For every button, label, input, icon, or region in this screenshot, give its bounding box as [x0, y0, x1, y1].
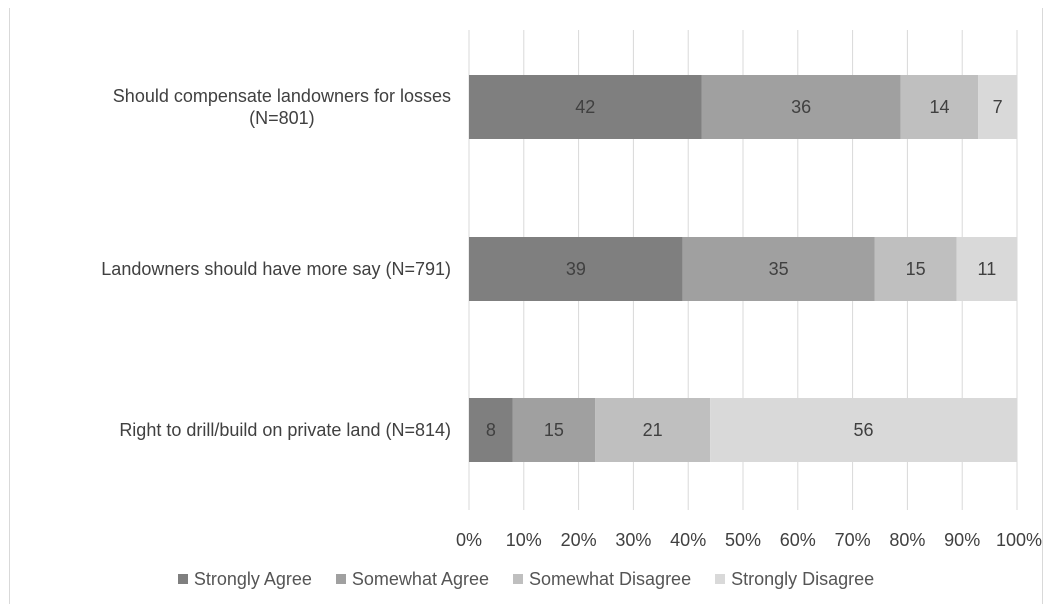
x-tick-label: 50%: [725, 530, 761, 550]
bars: [469, 75, 1017, 462]
category-label: Landowners should have more say (N=791): [101, 259, 451, 279]
data-label: 7: [993, 97, 1003, 117]
bar-segment: [469, 398, 513, 462]
legend-label: Somewhat Disagree: [529, 568, 692, 589]
x-tick-label: 80%: [889, 530, 925, 550]
data-label: 42: [575, 97, 595, 117]
legend-label: Somewhat Agree: [351, 568, 489, 589]
x-tick-label: 100%: [996, 530, 1042, 550]
category-labels: Should compensate landowners for losses(…: [101, 86, 451, 440]
data-labels: 42 36 14 7 39 35 15 11 8 15 21 56: [486, 97, 1003, 440]
bar-segment: [595, 398, 711, 462]
x-tick-label: 10%: [506, 530, 542, 550]
legend-swatch: [513, 574, 523, 584]
bar-segment: [469, 75, 702, 139]
legend-item: Somewhat Disagree: [513, 569, 691, 590]
data-label: 39: [566, 259, 586, 279]
data-label: 35: [769, 259, 789, 279]
legend-swatch: [715, 574, 726, 584]
legend-swatch: [177, 574, 188, 584]
bar-segment: [512, 398, 596, 462]
data-label: 56: [854, 420, 874, 440]
bar-segment: [682, 237, 875, 301]
data-label: 14: [929, 97, 949, 117]
legend-swatch: [335, 574, 346, 584]
legend-item: Strongly Agree: [177, 568, 312, 590]
category-label: Should compensate landowners for losses: [113, 86, 451, 106]
legend-item: Somewhat Agree: [335, 568, 489, 590]
x-tick-labels: 0% 10% 20% 30% 40% 50% 60% 70% 80% 90% 100%: [456, 530, 1042, 550]
bar-segment: [956, 237, 1017, 301]
bar-segment: [978, 75, 1017, 139]
data-label: 8: [486, 420, 496, 440]
x-tick-label: 90%: [944, 530, 980, 550]
category-label: Right to drill/build on private land (N=…: [119, 420, 451, 440]
x-tick-label: 0%: [456, 530, 482, 550]
x-tick-label: 40%: [670, 530, 706, 550]
legend: Strongly Agree Somewhat Agree Somewhat Dis…: [0, 567, 1052, 591]
legend-label: Strongly Agree: [193, 568, 312, 589]
data-label: 11: [978, 259, 997, 279]
legend-item: Strongly Disagree: [715, 569, 874, 590]
x-tick-label: 70%: [835, 530, 871, 550]
bar-segment: [701, 75, 901, 139]
category-label-line: (N=801): [249, 108, 315, 128]
data-label: 21: [643, 420, 663, 440]
data-label: 15: [544, 420, 564, 440]
data-label: 15: [906, 259, 926, 279]
x-tick-label: 20%: [561, 530, 597, 550]
legend-label: Strongly Disagree: [731, 568, 875, 589]
x-tick-label: 60%: [780, 530, 816, 550]
chart-frame: [9, 8, 1043, 604]
bar-segment: [710, 398, 1017, 462]
data-label: 36: [791, 97, 811, 117]
x-tick-label: 30%: [615, 530, 651, 550]
bar-segment: [874, 237, 957, 301]
bar-segment: [900, 75, 979, 139]
bar-segment: [469, 237, 683, 301]
